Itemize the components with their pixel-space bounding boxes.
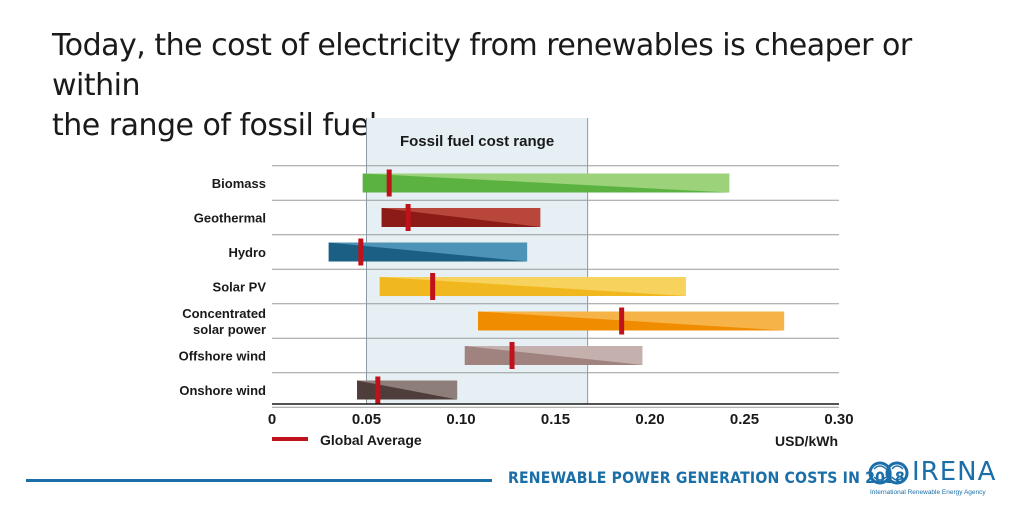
fossil-range-label: Fossil fuel cost range (400, 133, 554, 150)
global-average-marker (430, 273, 436, 300)
range-bar-biomass (362, 169, 730, 197)
slide-title-line-1: Today, the cost of electricity from rene… (52, 28, 912, 103)
irena-globe-icon (868, 461, 909, 485)
range-bar-dark (357, 380, 458, 400)
global-average-marker (405, 204, 411, 231)
category-label: Onshore wind (179, 383, 266, 398)
global-average-marker (358, 238, 364, 266)
range-bar-dark (478, 311, 785, 331)
category-label: Geothermal (194, 211, 266, 226)
category-label: Offshore wind (179, 349, 266, 364)
x-tick-label: 0.20 (635, 411, 664, 428)
x-tick-label: 0.25 (730, 411, 759, 428)
report-title: RENEWABLE POWER GENERATION COSTS IN 2018 (508, 468, 906, 487)
legend-swatch (272, 437, 308, 441)
logo-wordmark: IRENA (912, 457, 997, 487)
range-bar-dark (362, 173, 730, 193)
irena-logo: IRENA International Renewable Energy Age… (866, 457, 1006, 501)
range-bar-dark (328, 242, 528, 262)
range-bar-dark (379, 277, 686, 296)
category-label: Hydro (228, 245, 266, 260)
range-bar-geothermal (381, 204, 541, 231)
category-label: solar power (193, 322, 266, 337)
x-tick-label: 0.05 (352, 411, 381, 428)
x-tick-label: 0.30 (824, 411, 853, 428)
range-bar-concentrated-solar-power (478, 307, 785, 335)
category-label: Concentrated (182, 306, 266, 321)
range-bar-dark (464, 346, 643, 365)
global-average-marker (509, 342, 515, 369)
category-label: Solar PV (213, 280, 267, 295)
global-average-marker (375, 376, 381, 404)
slide-title: Today, the cost of electricity from rene… (52, 26, 1002, 146)
range-bar-solar-pv (379, 273, 686, 300)
range-bar-dark (381, 208, 541, 227)
range-bar-offshore-wind (464, 342, 643, 369)
x-axis-label: USD/kWh (775, 433, 838, 449)
slide-title-line-2: the range of fossil fuels (52, 108, 392, 143)
global-average-marker (386, 169, 392, 197)
logo-subtitle: International Renewable Energy Agency (870, 489, 986, 496)
range-bar-hydro (328, 238, 528, 266)
category-label: Biomass (212, 176, 266, 191)
footer-rule (26, 479, 492, 482)
range-bar-onshore-wind (357, 376, 458, 404)
global-average-marker (619, 307, 625, 335)
x-tick-label: 0 (268, 411, 276, 428)
legend-label: Global Average (320, 432, 422, 448)
x-tick-label: 0.15 (541, 411, 570, 428)
x-tick-label: 0.10 (446, 411, 475, 428)
